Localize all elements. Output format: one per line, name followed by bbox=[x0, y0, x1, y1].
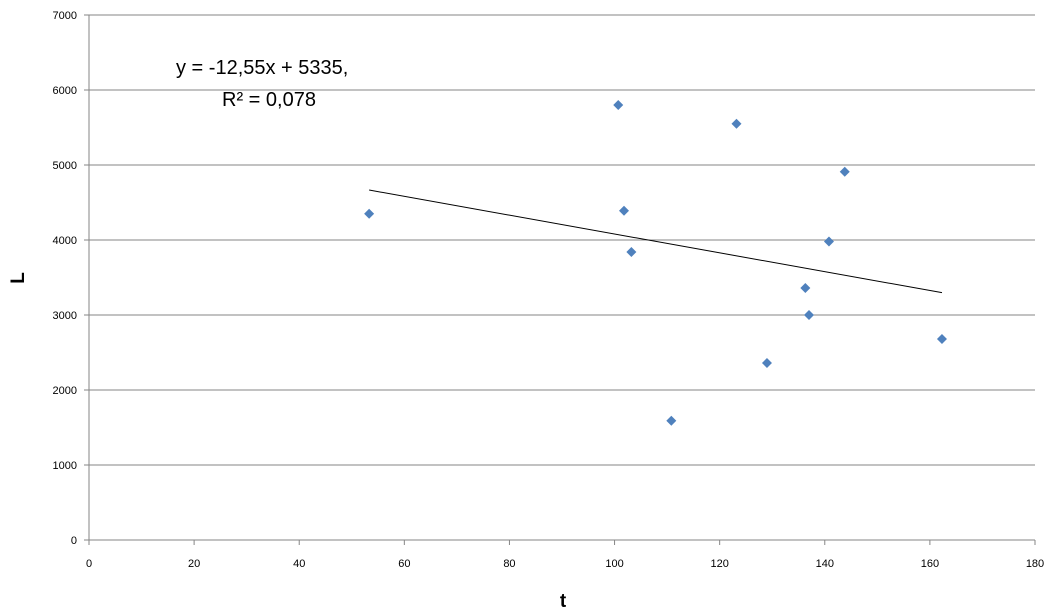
x-tick-label: 20 bbox=[188, 558, 200, 570]
y-tick-labels: 0 1000 2000 3000 4000 5000 6000 7000 bbox=[53, 10, 77, 547]
y-axis-title: L bbox=[8, 272, 29, 284]
y-tick-label: 5000 bbox=[53, 160, 77, 172]
trendline bbox=[369, 189, 943, 294]
axes bbox=[84, 14, 1036, 545]
x-tick-label: 180 bbox=[1026, 558, 1044, 570]
x-tick-label: 40 bbox=[293, 558, 305, 570]
x-tick-label: 0 bbox=[86, 558, 92, 570]
x-tick-label: 100 bbox=[605, 558, 623, 570]
data-point bbox=[936, 334, 947, 344]
y-tick-label: 4000 bbox=[53, 235, 77, 247]
y-tick-label: 3000 bbox=[53, 310, 77, 322]
x-tick-labels: 0 20 40 60 80 100 120 140 160 180 bbox=[86, 558, 1044, 570]
data-point bbox=[364, 208, 375, 219]
data-point bbox=[626, 247, 637, 257]
x-axis-title: t bbox=[560, 591, 567, 612]
data-point bbox=[761, 358, 772, 368]
y-tick-label: 0 bbox=[71, 535, 77, 547]
gridlines bbox=[89, 14, 1035, 466]
y-tick-label: 7000 bbox=[53, 10, 77, 22]
y-tick-label: 2000 bbox=[53, 385, 77, 397]
y-tick-label: 6000 bbox=[53, 85, 77, 97]
x-tick-label: 120 bbox=[710, 558, 728, 570]
x-tick-label: 60 bbox=[398, 558, 410, 570]
data-point bbox=[804, 310, 815, 320]
y-tick-label: 1000 bbox=[53, 460, 77, 472]
x-tick-label: 160 bbox=[921, 558, 939, 570]
data-points bbox=[364, 100, 947, 426]
r-squared-label: R² = 0,078 bbox=[222, 89, 316, 111]
x-tick-label: 80 bbox=[503, 558, 515, 570]
data-point bbox=[800, 283, 811, 293]
data-point bbox=[839, 166, 850, 177]
data-point bbox=[619, 205, 630, 216]
data-point bbox=[731, 118, 742, 129]
data-point bbox=[613, 100, 624, 110]
x-tick-label: 140 bbox=[816, 558, 834, 570]
data-point bbox=[823, 236, 834, 247]
trendline-equation: y = -12,55x + 5335, bbox=[176, 57, 348, 79]
data-point bbox=[666, 415, 677, 426]
